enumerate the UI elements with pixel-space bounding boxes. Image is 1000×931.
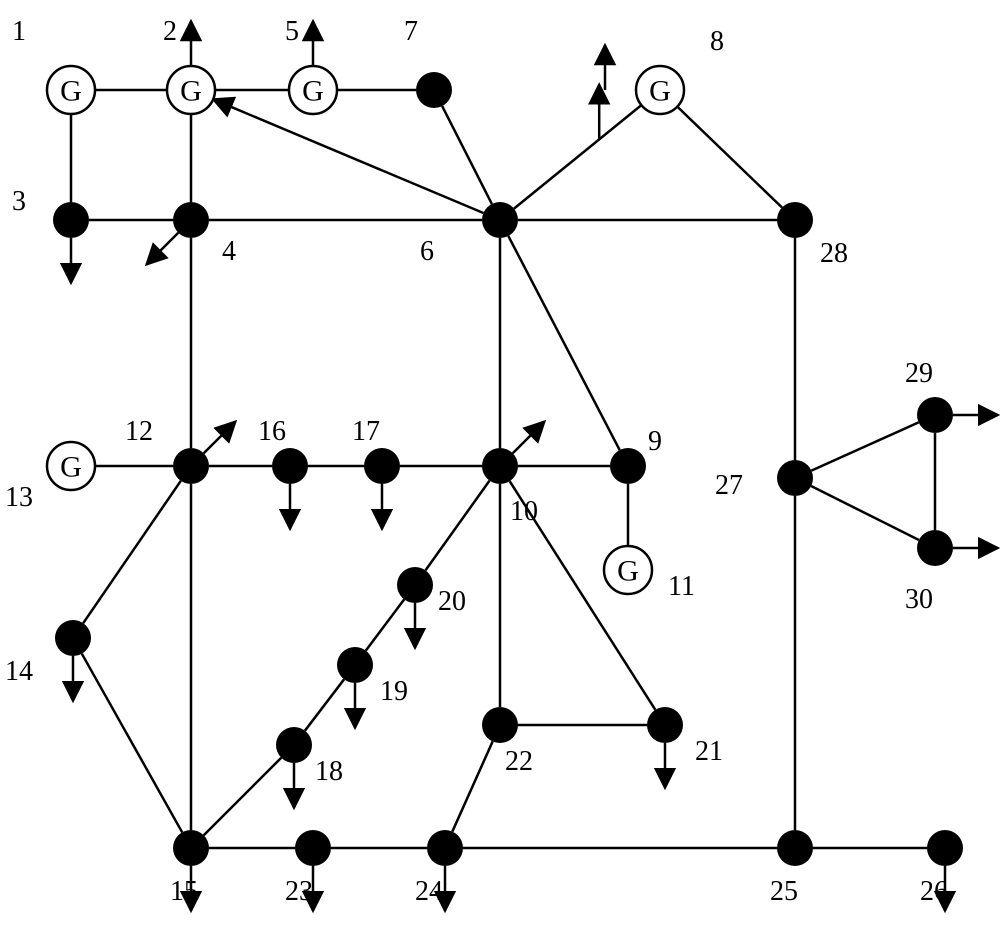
node-label: 10	[510, 496, 538, 527]
node-label: 16	[258, 416, 286, 447]
edge	[508, 236, 619, 450]
bus-node	[272, 448, 308, 484]
bus-node	[927, 830, 963, 866]
node-label: 21	[695, 736, 723, 767]
load-arrow	[513, 421, 545, 453]
node-label: 22	[505, 746, 533, 777]
bus-node	[482, 202, 518, 238]
node-label: 26	[920, 876, 948, 907]
node-label: 6	[420, 236, 434, 267]
load-arrow	[204, 421, 236, 453]
bus-node	[777, 460, 813, 496]
edge	[677, 107, 782, 208]
edge	[811, 422, 918, 470]
bus-node	[777, 830, 813, 866]
node-label: 14	[5, 656, 33, 687]
node-label: 8	[710, 26, 724, 57]
bus-node	[53, 202, 89, 238]
node-label: 7	[404, 16, 418, 47]
node-label: 25	[770, 876, 798, 907]
node-label: 15	[170, 876, 198, 907]
edge	[204, 758, 282, 836]
edge	[811, 486, 919, 540]
edge	[213, 99, 483, 213]
generator-letter: G	[180, 75, 202, 108]
node-label: 27	[715, 470, 743, 501]
edge	[83, 481, 181, 623]
bus-node	[917, 530, 953, 566]
bus-node	[364, 448, 400, 484]
generator-letter: G	[617, 555, 639, 588]
bus-node	[173, 448, 209, 484]
bus-node	[482, 707, 518, 743]
network-diagram: GGGGGG1234567891011121314151617181920212…	[0, 0, 1000, 931]
node-label: 9	[648, 426, 662, 457]
node-label: 19	[380, 676, 408, 707]
load-arrow	[146, 233, 178, 265]
bus-node	[276, 727, 312, 763]
node-label: 20	[438, 586, 466, 617]
node-label: 28	[820, 238, 848, 269]
node-label: 29	[905, 358, 933, 389]
node-label: 1	[12, 16, 26, 47]
node-label: 2	[163, 16, 177, 47]
generator-letter: G	[60, 75, 82, 108]
node-label: 11	[668, 571, 695, 602]
edge	[514, 105, 641, 209]
bus-node	[917, 397, 953, 433]
node-label: 30	[905, 584, 933, 615]
bus-node	[173, 202, 209, 238]
bus-node	[482, 448, 518, 484]
generator-letter: G	[649, 75, 671, 108]
bus-node	[295, 830, 331, 866]
bus-node	[610, 448, 646, 484]
node-label: 4	[222, 236, 236, 267]
node-label: 23	[285, 876, 313, 907]
node-label: 17	[352, 416, 380, 447]
bus-node	[777, 202, 813, 238]
node-label: 18	[315, 756, 343, 787]
edge	[452, 741, 492, 831]
node-label: 12	[125, 416, 153, 447]
edge	[366, 599, 404, 650]
bus-node	[55, 620, 91, 656]
bus-node	[416, 72, 452, 108]
edge	[442, 106, 492, 204]
bus-node	[397, 567, 433, 603]
node-label: 3	[12, 186, 26, 217]
edge	[425, 481, 489, 571]
node-label: 24	[415, 876, 443, 907]
bus-node	[647, 707, 683, 743]
node-label: 13	[5, 482, 33, 513]
generator-letter: G	[60, 451, 82, 484]
bus-node	[337, 647, 373, 683]
edge	[305, 679, 344, 730]
bus-node	[173, 830, 209, 866]
bus-node	[427, 830, 463, 866]
edge	[82, 654, 182, 833]
node-label: 5	[285, 16, 299, 47]
generator-letter: G	[302, 75, 324, 108]
